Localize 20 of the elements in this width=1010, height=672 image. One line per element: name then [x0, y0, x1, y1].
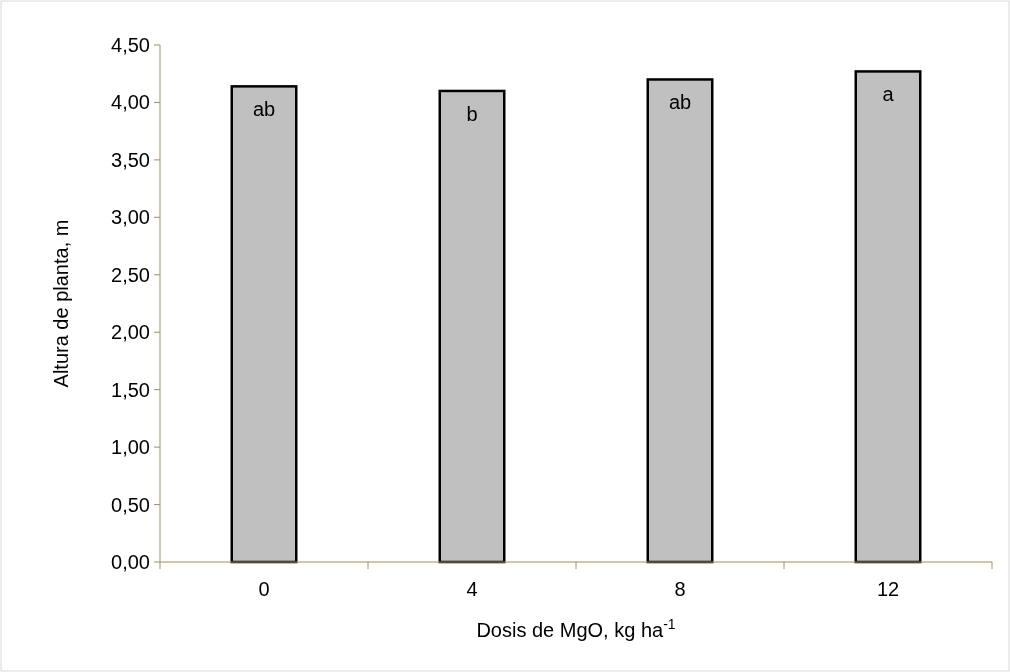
y-tick-label: 1,50: [111, 378, 150, 401]
x-tick-label: 0: [258, 578, 270, 600]
y-tick-label: 0,00: [111, 551, 150, 573]
x-tick-label: 12: [876, 578, 900, 600]
y-tick-label: 0,50: [111, 493, 150, 516]
y-axis-title: Altura de planta, m: [50, 219, 72, 388]
annotation: a: [882, 83, 895, 106]
y-tick-label: 4,00: [111, 91, 150, 114]
y-tick-label: 1,00: [111, 436, 150, 459]
y-tick-label: 2,50: [111, 263, 150, 286]
annotation: ab: [252, 98, 276, 121]
x-tick-label: 4: [466, 578, 478, 600]
y-tick-label: 4,50: [111, 34, 150, 56]
y-tick-label: 3,50: [111, 148, 150, 171]
annotation: ab: [668, 91, 692, 114]
y-tick-label: 3,00: [111, 206, 150, 229]
y-tick-label: 2,00: [111, 321, 150, 344]
x-tick-label: 8: [674, 578, 686, 600]
x-axis-title: Dosis de MgO, kg ha$^{-1}$: [476, 616, 676, 641]
annotation: b: [466, 102, 478, 125]
